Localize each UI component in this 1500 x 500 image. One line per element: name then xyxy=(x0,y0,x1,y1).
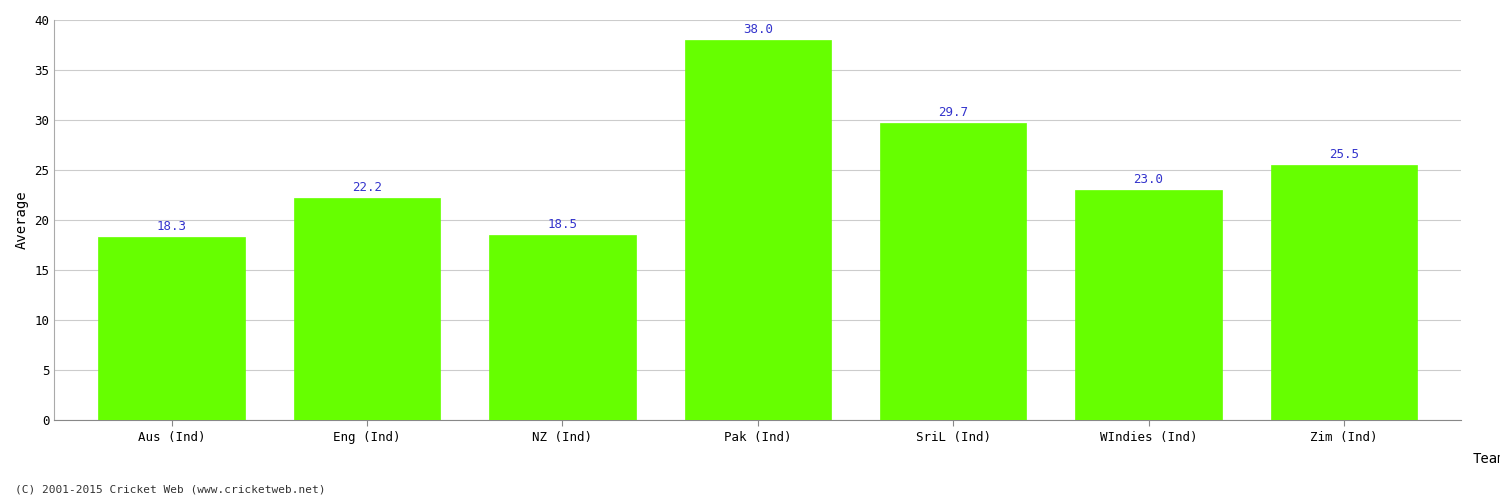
Bar xyxy=(489,235,636,420)
Text: 18.5: 18.5 xyxy=(548,218,578,231)
Text: 22.2: 22.2 xyxy=(352,181,382,194)
Text: 18.3: 18.3 xyxy=(156,220,186,233)
Text: 38.0: 38.0 xyxy=(742,23,772,36)
Bar xyxy=(1076,190,1222,420)
Bar xyxy=(1270,165,1418,420)
Bar xyxy=(684,40,831,420)
X-axis label: Team: Team xyxy=(1473,452,1500,466)
Text: 29.7: 29.7 xyxy=(938,106,968,119)
Text: 23.0: 23.0 xyxy=(1134,173,1164,186)
Text: (C) 2001-2015 Cricket Web (www.cricketweb.net): (C) 2001-2015 Cricket Web (www.cricketwe… xyxy=(15,485,326,495)
Bar xyxy=(294,198,441,420)
Bar xyxy=(99,237,244,420)
Bar xyxy=(880,123,1026,420)
Y-axis label: Average: Average xyxy=(15,191,28,250)
Text: 25.5: 25.5 xyxy=(1329,148,1359,161)
